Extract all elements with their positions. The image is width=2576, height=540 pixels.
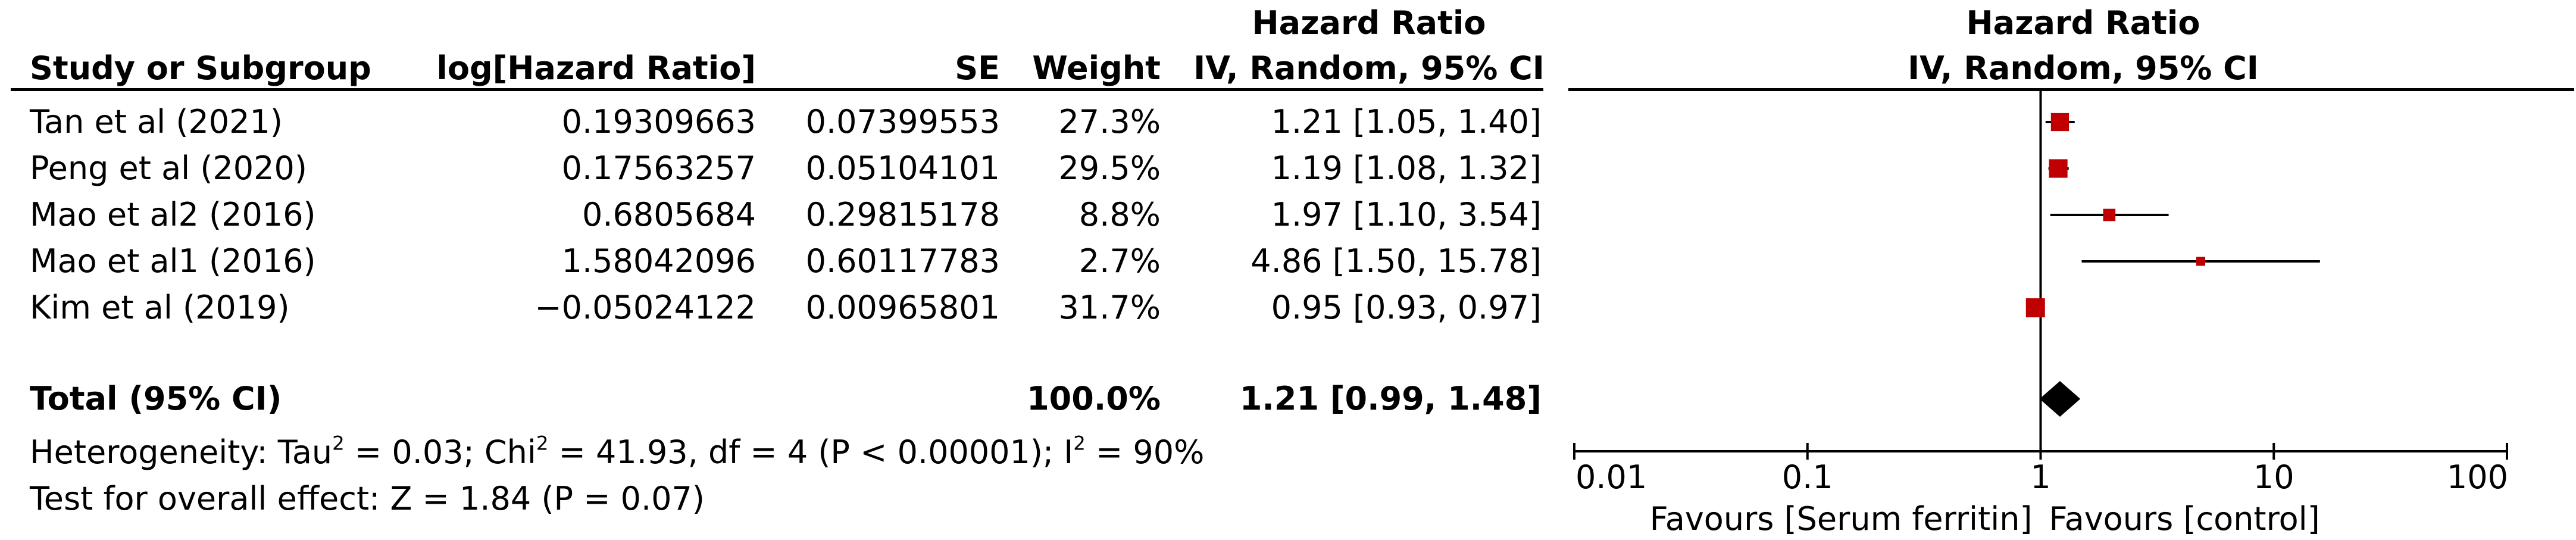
hr-column-title: Hazard Ratio [1252, 4, 1486, 42]
header-hr-ci: IV, Random, 95% CI [1193, 49, 1545, 87]
study-marker [2049, 159, 2068, 178]
header-weight: Weight [1032, 49, 1161, 87]
favours-right-label: Favours [control] [2049, 500, 2320, 538]
total-weight: 100.0% [1027, 380, 1161, 417]
plot-title: Hazard Ratio [1966, 4, 2200, 42]
x-tick-label: 100 [2447, 458, 2508, 496]
total-hr-ci: 1.21 [0.99, 1.48] [1239, 380, 1542, 417]
study-marker [2103, 208, 2116, 221]
header-rule-left [11, 88, 1543, 91]
header-study: Study or Subgroup [30, 49, 371, 87]
overall-effect-text: Test for overall effect: Z = 1.84 (P = 0… [30, 480, 705, 517]
heterogeneity-text: Heterogeneity: Tau2 = 0.03; Chi2 = 41.93… [30, 432, 1205, 471]
hr-ci-value: 4.86 [1.50, 15.78] [1251, 242, 1542, 280]
log-hr-value: 0.19309663 [561, 103, 756, 141]
total-label: Total (95% CI) [30, 380, 282, 417]
study-name: Mao et al1 (2016) [30, 242, 316, 280]
summary-diamond [2039, 381, 2081, 417]
weight-value: 2.7% [1078, 242, 1161, 280]
header-rule-right [1568, 88, 2574, 91]
x-tick-label: 1 [2030, 458, 2050, 496]
weight-value: 27.3% [1058, 103, 1161, 141]
hr-ci-value: 1.21 [1.05, 1.40] [1271, 103, 1542, 141]
header-log-hr: log[Hazard Ratio] [436, 49, 756, 87]
log-hr-value: 0.6805684 [582, 196, 756, 233]
favours-left-label: Favours [Serum ferritin] [1650, 500, 2033, 538]
se-value: 0.29815178 [805, 196, 1000, 233]
study-marker [2196, 257, 2205, 266]
se-value: 0.60117783 [805, 242, 1000, 280]
weight-value: 29.5% [1058, 149, 1161, 187]
se-value: 0.05104101 [805, 149, 1000, 187]
study-name: Kim et al (2019) [30, 289, 290, 326]
se-value: 0.00965801 [805, 289, 1000, 326]
weight-value: 8.8% [1078, 196, 1161, 233]
hr-ci-value: 1.97 [1.10, 3.54] [1271, 196, 1542, 233]
study-name: Mao et al2 (2016) [30, 196, 316, 233]
x-tick-label: 0.1 [1782, 458, 1833, 496]
log-hr-value: 0.17563257 [561, 149, 756, 187]
plot-subtitle: IV, Random, 95% CI [1908, 49, 2259, 87]
study-name: Tan et al (2021) [30, 103, 283, 141]
hr-ci-value: 0.95 [0.93, 0.97] [1271, 289, 1542, 326]
study-marker [2050, 113, 2069, 132]
log-hr-value: −0.05024122 [534, 289, 756, 326]
log-hr-value: 1.58042096 [561, 242, 756, 280]
hr-ci-value: 1.19 [1.08, 1.32] [1271, 149, 1542, 187]
header-se: SE [955, 49, 1000, 87]
x-tick-label: 10 [2253, 458, 2294, 496]
study-name: Peng et al (2020) [30, 149, 307, 187]
x-tick-label: 0.01 [1575, 458, 1647, 496]
weight-value: 31.7% [1058, 289, 1161, 326]
se-value: 0.07399553 [805, 103, 1000, 141]
study-marker [2025, 298, 2045, 317]
